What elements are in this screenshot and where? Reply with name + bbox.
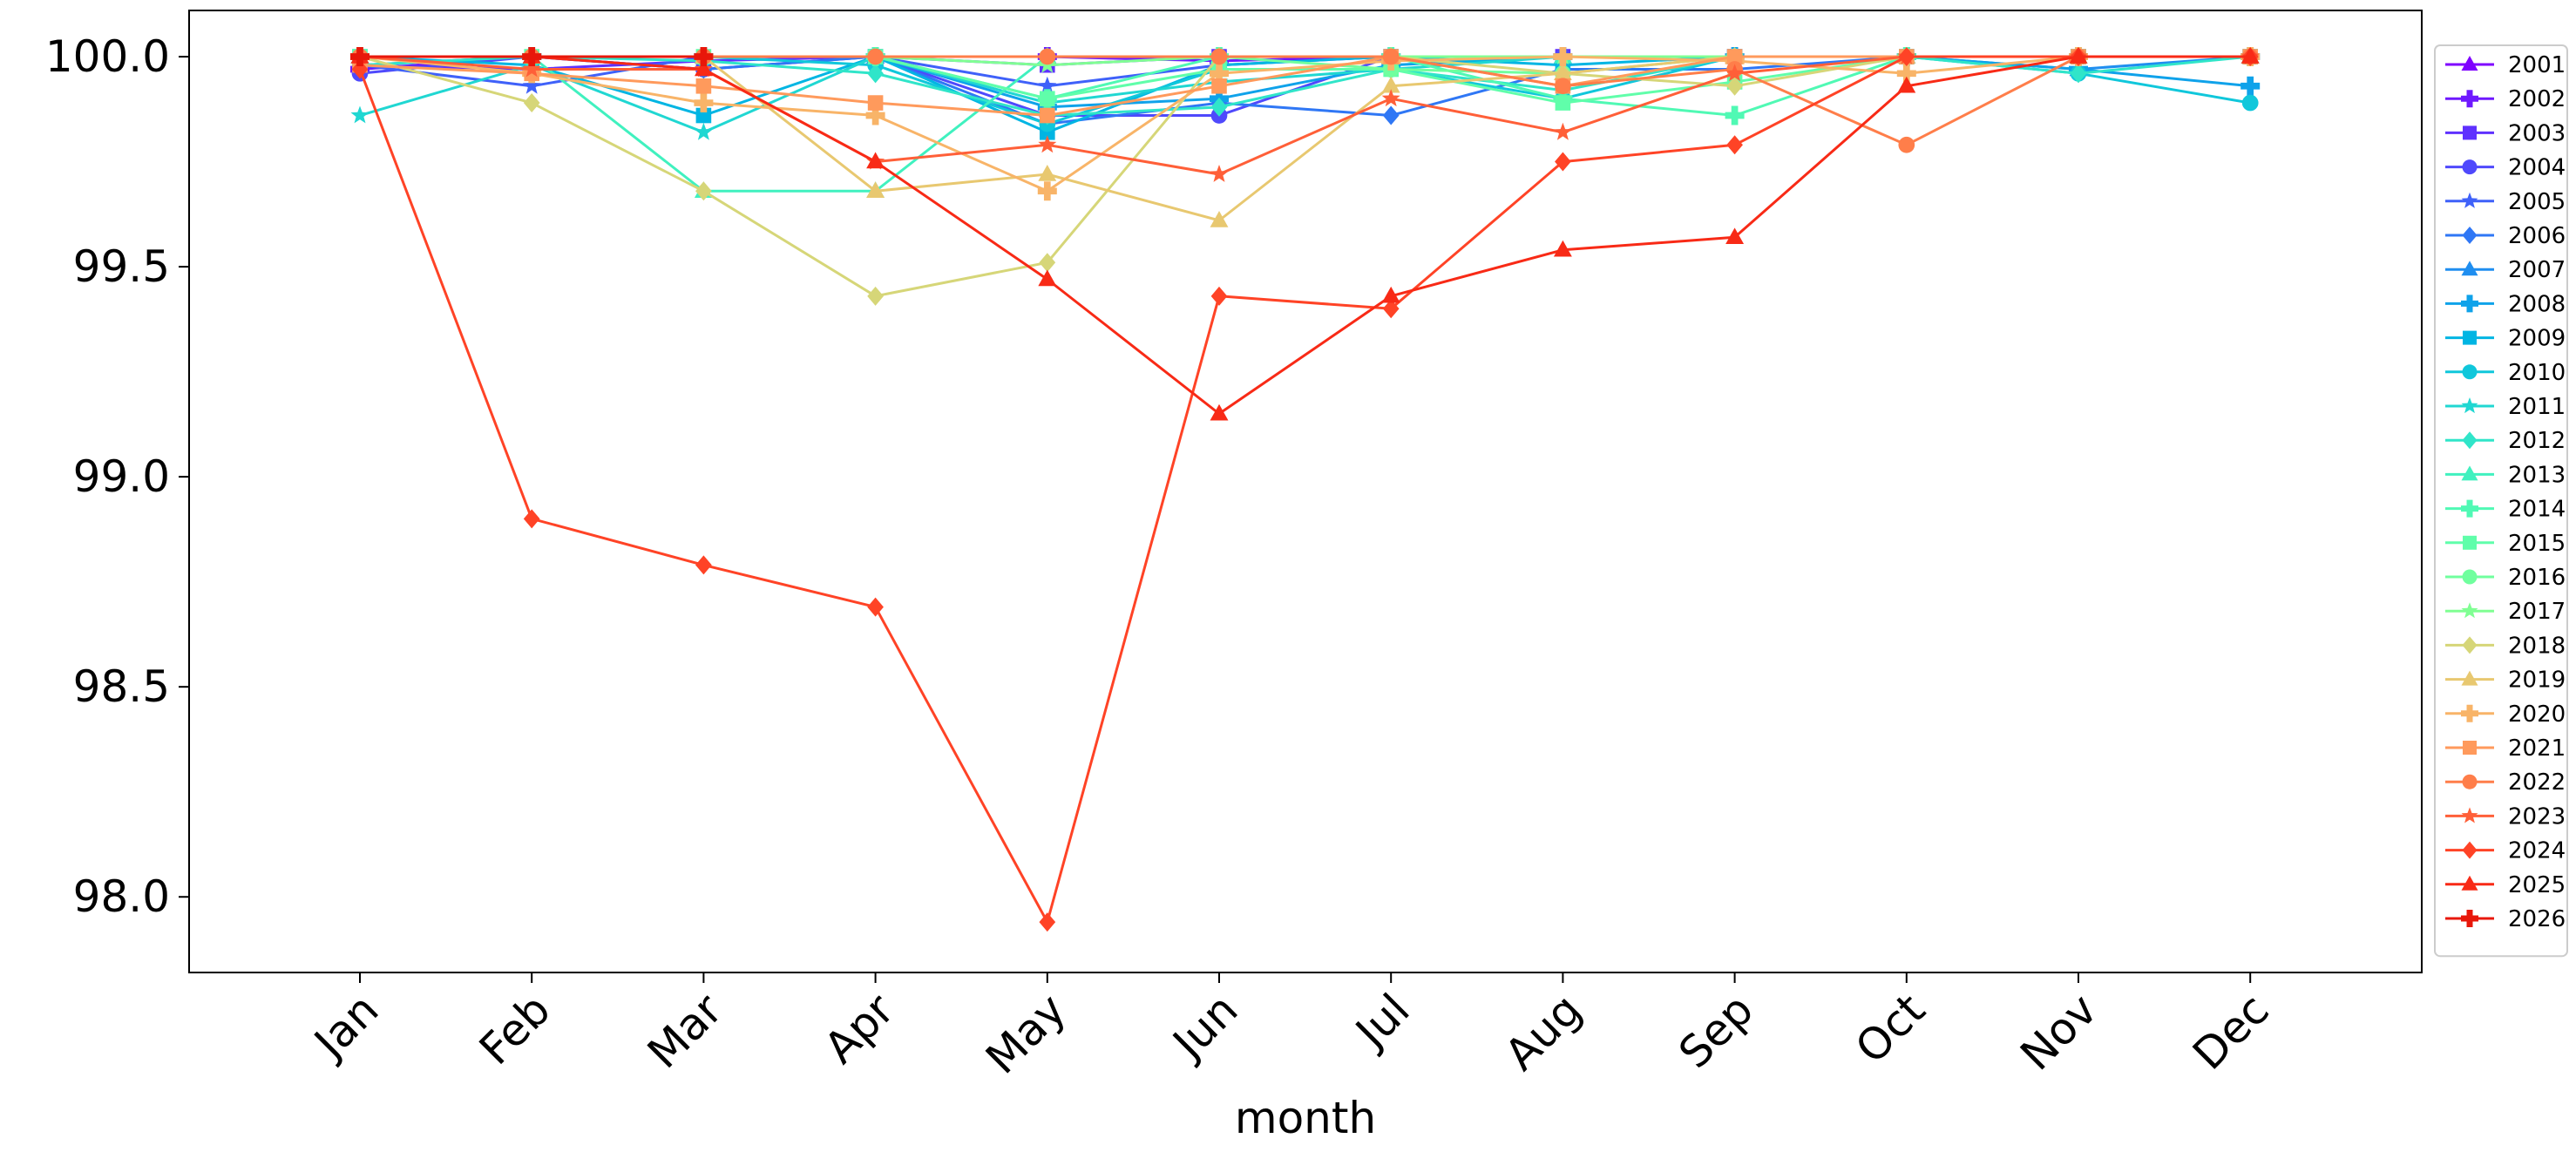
x-tick-label: Jan [303,984,389,1069]
legend-label: 2009 [2508,326,2566,352]
legend-marker [2463,364,2478,379]
legend-marker [2463,775,2478,789]
x-tick-label: Jun [1162,984,1247,1069]
legend-label: 2001 [2508,52,2566,78]
legend-label: 2026 [2508,906,2566,932]
x-tick-label: May [976,984,1075,1083]
data-point [867,49,884,65]
x-axis-label: month [1235,1093,1376,1143]
x-tick-label: Apr [815,984,904,1073]
legend-label: 2018 [2508,633,2566,659]
legend-label: 2004 [2508,155,2566,181]
data-point [1039,49,1055,65]
y-tick-label: 100.0 [45,31,170,82]
legend-label: 2008 [2508,291,2566,317]
legend-label: 2019 [2508,667,2566,694]
data-point [696,78,712,94]
legend-marker [2463,570,2478,585]
legend-label: 2014 [2508,497,2566,523]
legend-marker [2463,125,2477,139]
legend-label: 2017 [2508,599,2566,625]
legend-label: 2020 [2508,701,2566,728]
legend-label: 2005 [2508,189,2566,215]
y-tick-label: 98.0 [73,871,170,922]
legend-marker [2463,159,2478,174]
data-point [1211,49,1228,65]
legend-label: 2021 [2508,735,2566,762]
legend-label: 2025 [2508,872,2566,898]
legend-label: 2024 [2508,838,2566,864]
legend-label: 2002 [2508,86,2566,112]
legend-marker [2463,741,2477,755]
data-point [1040,91,1055,106]
legend-label: 2023 [2508,803,2566,830]
legend-label: 2013 [2508,462,2566,488]
data-point [1040,108,1055,124]
legend-label: 2016 [2508,565,2566,591]
y-tick-label: 99.5 [73,241,170,292]
x-tick-label: Aug [1495,984,1591,1080]
data-point [1383,49,1400,65]
x-tick-label: Mar [638,984,732,1078]
legend-label: 2006 [2508,223,2566,249]
y-tick-label: 98.5 [73,661,170,712]
data-point [1211,78,1227,94]
legend: 2001 2002 2003 2004 2005 2006 2007 2008 2009 2010… [2435,45,2567,956]
legend-label: 2007 [2508,257,2566,283]
x-tick-label: Jul [1345,984,1420,1059]
legend-label: 2011 [2508,394,2566,420]
data-point [1556,95,1571,111]
x-tick-label: Nov [2010,984,2106,1080]
legend-label: 2015 [2508,531,2566,557]
legend-marker [2463,536,2477,550]
x-tick-label: Sep [1669,984,1763,1078]
legend-label: 2012 [2508,428,2566,454]
legend-label: 2010 [2508,360,2566,386]
data-point [2242,95,2259,112]
x-tick-label: Oct [1846,984,1935,1073]
data-point [1555,78,1571,94]
plot-area [189,10,2422,972]
legend-label: 2022 [2508,769,2566,796]
data-point [868,95,884,111]
legend-marker [2463,331,2477,345]
x-axis: Jan Feb Mar Apr May Jun Jul Aug Sep Oct Nov Dec [303,972,2279,1084]
x-tick-label: Dec [2183,984,2278,1079]
data-point [1898,137,1915,153]
x-tick-label: Feb [470,984,560,1074]
y-tick-label: 99.0 [73,451,170,502]
y-axis: 98.0 98.5 99.0 99.5 100.0 [45,31,189,922]
legend-label: 2003 [2508,120,2566,146]
